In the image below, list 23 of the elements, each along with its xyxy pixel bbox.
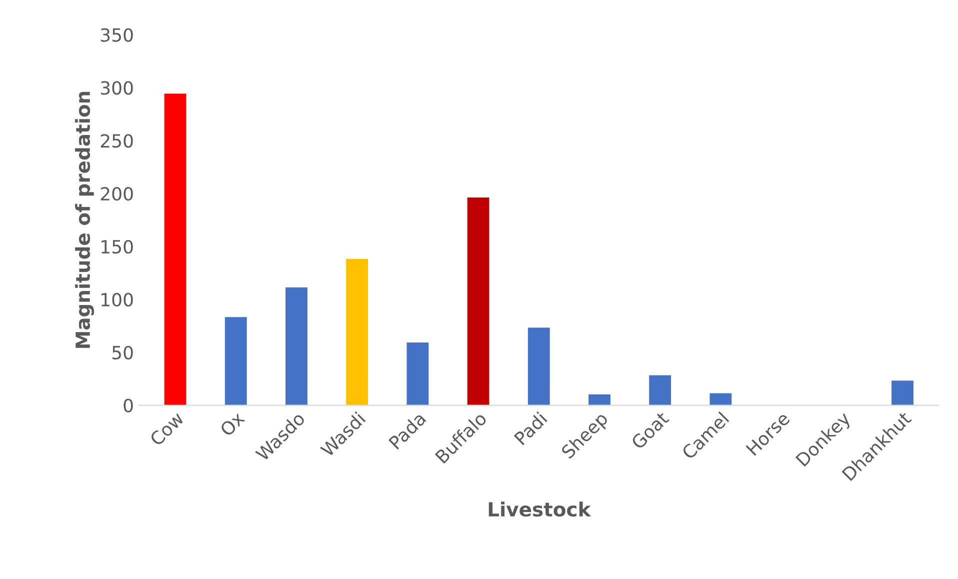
bar <box>164 94 186 406</box>
bar <box>710 393 732 406</box>
bar <box>649 375 672 406</box>
x-tick-label: Ox <box>219 410 246 437</box>
y-tick-label: 100 <box>102 292 133 307</box>
y-tick-label: 50 <box>112 346 133 360</box>
bar <box>892 380 914 406</box>
y-tick-label: 0 <box>124 398 133 412</box>
y-tick-label: 300 <box>100 81 133 95</box>
bar <box>588 394 610 406</box>
bar <box>286 287 308 406</box>
bar <box>467 197 490 406</box>
bar <box>346 258 368 406</box>
y-tick-label: 200 <box>100 187 133 201</box>
y-tick-label: 350 <box>100 28 133 42</box>
x-tick-label: Cow <box>149 410 185 446</box>
y-tick-label: 150 <box>102 240 133 254</box>
bar <box>406 342 429 406</box>
x-axis-title: Livestock <box>488 502 592 517</box>
y-tick-label: 250 <box>100 134 133 148</box>
y-axis-title: Magnitude of predation <box>75 92 94 348</box>
bar <box>224 317 247 406</box>
bar <box>528 328 550 406</box>
